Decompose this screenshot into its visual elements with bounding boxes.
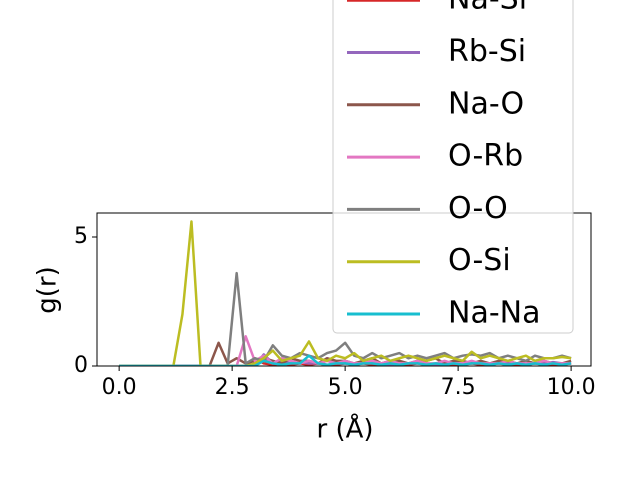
legend: Na-Si Rb-Si Na-O O-Rb O-O O-Si Na-Na <box>332 0 574 334</box>
x-tick-label: 0.0 <box>102 375 137 400</box>
legend-label: Na-Si <box>448 0 527 17</box>
y-axis-label: g(r) <box>33 266 63 313</box>
x-tick-label: 2.5 <box>215 375 250 400</box>
legend-label: Rb-Si <box>448 34 526 69</box>
legend-label: O-Si <box>448 243 511 278</box>
x-tick-label: 7.5 <box>441 375 476 400</box>
series-line <box>119 354 572 366</box>
plot-lines <box>119 220 572 366</box>
x-axis-label: r (Å) <box>316 413 373 445</box>
legend-label: O-Rb <box>448 139 523 174</box>
series-line <box>119 335 572 366</box>
y-tick-label: 0 <box>74 353 88 378</box>
legend-label: Na-Na <box>448 296 540 331</box>
legend-label: O-O <box>448 191 508 226</box>
legend-box <box>332 0 574 334</box>
y-tick-label: 5 <box>74 224 88 249</box>
x-tick-label: 10.0 <box>547 375 596 400</box>
series-line <box>119 220 572 366</box>
x-tick-label: 5.0 <box>328 375 363 400</box>
legend-label: Na-O <box>448 86 524 121</box>
